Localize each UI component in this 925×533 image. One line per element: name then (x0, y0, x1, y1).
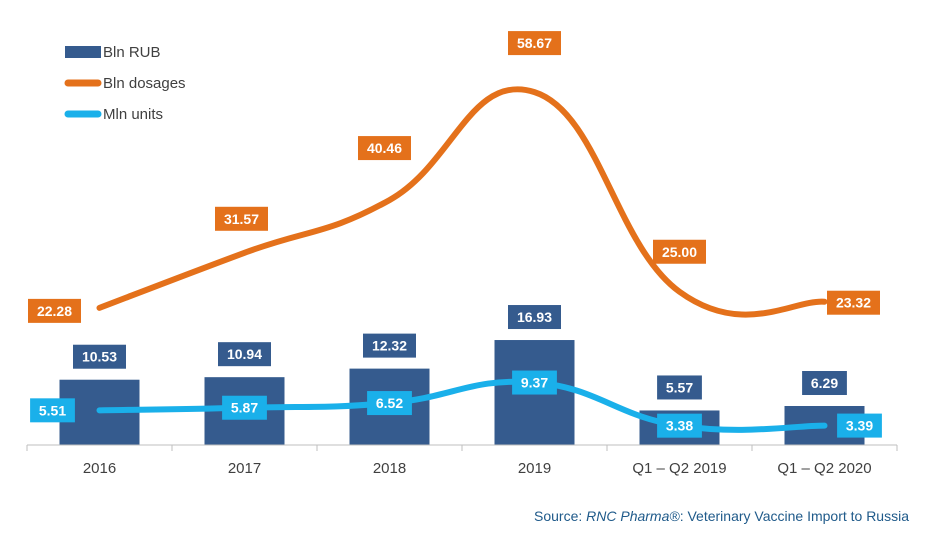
legend-label-1: Bln RUB (103, 44, 161, 61)
dosage-label-3-text: 40.46 (367, 140, 402, 156)
legend: Bln RUB Bln dosages Mln units (64, 44, 186, 123)
dosage-label-5-box (653, 239, 706, 264)
bar-label-5: 5.57 (657, 375, 702, 400)
unit-label-5-box (657, 413, 702, 438)
x-tick-label-3: 2018 (373, 460, 406, 477)
unit-label-1-text: 5.51 (39, 402, 66, 418)
dosage-label-1: 22.28 (28, 298, 81, 323)
source-prefix: Source: (534, 508, 587, 524)
unit-label-4-text: 9.37 (521, 375, 548, 391)
dosage-label-2-text: 31.57 (224, 211, 259, 227)
unit-label-6: 3.39 (837, 413, 882, 438)
bar-label-6-box (802, 371, 847, 396)
dosage-label-2-box (215, 206, 268, 231)
dosage-label-3: 40.46 (358, 136, 411, 161)
data-labels-group: 10.53 10.94 12.32 16.93 5.57 6.29 22.28 31.57 40… (28, 31, 882, 438)
dosage-label-5-text: 25.00 (662, 244, 697, 260)
bar-label-5-text: 5.57 (666, 379, 693, 395)
legend-label-3: Mln units (103, 106, 163, 123)
bar-label-3-text: 12.32 (372, 338, 407, 354)
dosage-label-2: 31.57 (215, 206, 268, 231)
unit-label-2-box (222, 395, 267, 420)
bar-label-6-text: 6.29 (811, 375, 838, 391)
bar-label-1-box (73, 344, 126, 369)
x-tick-label-6: Q1 – Q2 2020 (777, 460, 871, 477)
bar-label-2: 10.94 (218, 342, 271, 367)
unit-label-5: 3.38 (657, 413, 702, 438)
legend-label-2: Bln dosages (103, 75, 186, 92)
bar-label-4-text: 16.93 (517, 309, 552, 325)
dosage-label-4-text: 58.67 (517, 35, 552, 51)
unit-label-6-text: 3.39 (846, 418, 873, 434)
dosage-label-3-box (358, 136, 411, 161)
unit-label-2: 5.87 (222, 395, 267, 420)
x-tick-label-4: 2019 (518, 460, 551, 477)
source-brand: RNC Pharma® (586, 508, 680, 524)
unit-label-5-text: 3.38 (666, 418, 693, 434)
bar-label-3: 12.32 (363, 333, 416, 358)
unit-label-1: 5.51 (30, 398, 75, 423)
legend-swatch-bln-rub (65, 46, 101, 58)
unit-label-2-text: 5.87 (231, 400, 258, 416)
x-axis: 2016 2017 2018 2019 Q1 – Q2 2019 Q1 – Q2 2020 (26, 444, 898, 477)
dosage-label-1-box (28, 298, 81, 323)
bar-label-4-box (508, 305, 561, 330)
unit-label-4: 9.37 (512, 370, 557, 395)
bar-label-1: 10.53 (73, 344, 126, 369)
unit-label-4-box (512, 370, 557, 395)
dosage-label-1-text: 22.28 (37, 303, 72, 319)
dosage-label-5: 25.00 (653, 239, 706, 264)
bar-label-5-box (657, 375, 702, 400)
unit-label-3-box (367, 391, 412, 416)
unit-label-3: 6.52 (367, 391, 412, 416)
x-tick-label-1: 2016 (83, 460, 116, 477)
dosage-label-4-box (508, 31, 561, 56)
dosage-label-4: 58.67 (508, 31, 561, 56)
line-bln-dosages (96, 86, 828, 318)
dosage-label-6-text: 23.32 (836, 295, 871, 311)
source-note: Source: RNC Pharma®: Veterinary Vaccine … (534, 508, 909, 524)
x-tick-label-2: 2017 (228, 460, 261, 477)
unit-label-3-text: 6.52 (376, 395, 403, 411)
x-tick-label-5: Q1 – Q2 2019 (632, 460, 726, 477)
bar-label-2-box (218, 342, 271, 367)
dosage-label-6-box (827, 290, 880, 315)
unit-label-1-box (30, 398, 75, 423)
bar-label-1-text: 10.53 (82, 349, 117, 365)
dosage-label-6: 23.32 (827, 290, 880, 315)
source-suffix: : Veterinary Vaccine Import to Russia (679, 508, 909, 524)
bar-label-3-box (363, 333, 416, 358)
bar-label-4: 16.93 (508, 305, 561, 330)
bar-label-6: 6.29 (802, 371, 847, 396)
bar-label-2-text: 10.94 (227, 346, 262, 362)
unit-label-6-box (837, 413, 882, 438)
